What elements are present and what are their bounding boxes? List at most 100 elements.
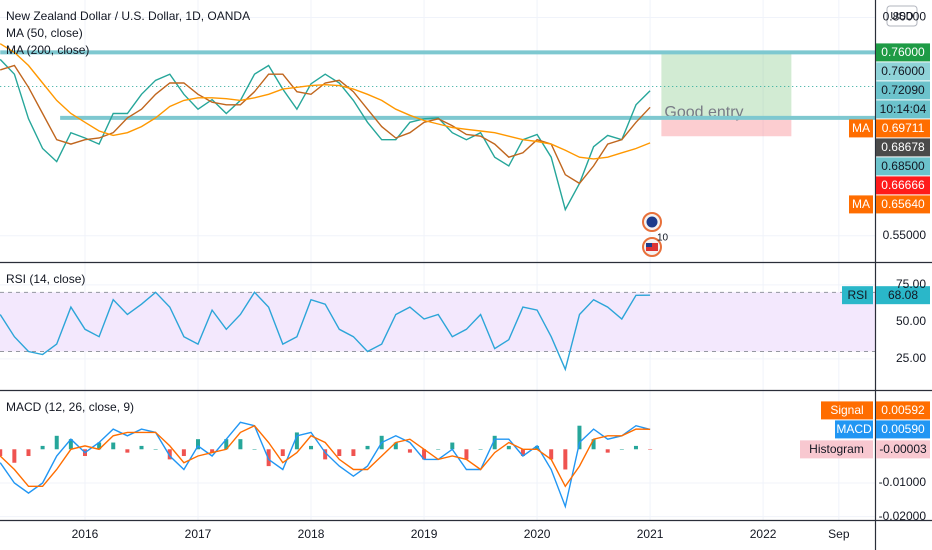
tag-prefix [849,195,873,214]
x-tick-label: 2019 [411,527,438,541]
histogram-bar [54,435,59,450]
price-tag-label: 68.08 [888,288,918,302]
series-line [0,424,651,488]
tag-prefix-label: MA [852,197,870,211]
legend-entry: MA (50, close) [6,26,83,40]
histogram-bar [196,439,201,450]
price-tag-label: 0.66666 [881,178,925,192]
price-tag-label: 10:14:04 [880,102,927,116]
y-tick-label: 0.80000 [883,10,927,24]
price-tag-label: 0.76000 [881,64,925,78]
event-count: 10 [657,233,669,244]
legend-entry: MA (200, close) [6,43,89,57]
pane [0,291,875,372]
pane-title: RSI (14, close) [6,272,85,286]
y-tick-label: 0.55000 [883,228,927,242]
histogram-bar [535,445,540,450]
pane [0,421,653,509]
histogram-bar [563,449,568,470]
x-tick-label: 2016 [72,527,99,541]
x-tick-label: 2021 [637,527,664,541]
price-tag [876,286,930,305]
tag-prefix [800,440,873,459]
histogram-bar [97,442,102,450]
y-tick-label: 50.00 [896,314,926,328]
histogram-bar [492,435,497,450]
tag-prefix [835,420,873,439]
currency-label: USD [890,10,913,22]
histogram-bar [323,449,328,460]
histogram-bar [633,445,638,450]
histogram-bar [577,425,582,450]
tag-prefix-label: Histogram [809,442,864,456]
currency-button[interactable] [886,5,918,27]
chart-title: New Zealand Dollar / U.S. Dollar, 1D, OA… [6,9,250,23]
histogram-bar [422,449,427,460]
price-tag-label: 0.69711 [882,121,925,135]
y-tick-label: -0.02000 [879,509,927,523]
histogram-bar [450,442,455,450]
histogram-bar [506,445,511,450]
x-tick-label: Sep [828,527,850,541]
histogram-bar [167,449,172,460]
target-zone [661,52,792,118]
histogram-bar [125,449,130,453]
histogram-bar [648,449,653,450]
price-tag [876,138,930,157]
x-tick-label: 2020 [524,527,551,541]
series-line [0,43,651,160]
histogram-bar [0,449,3,457]
x-tick-label: 2022 [750,527,777,541]
histogram-bar [181,449,186,457]
pane-title: MACD (12, 26, close, 9) [6,400,134,414]
histogram-bar [68,439,73,450]
stop-zone [661,117,792,137]
tag-prefix-label: MACD [836,422,872,436]
y-tick-label: 75.00 [896,277,926,291]
pane: Good entry [0,43,875,212]
rsi-band [0,292,875,352]
price-tag-label: 0.76000 [881,45,925,59]
histogram-bar [520,449,525,457]
series-line [0,291,651,372]
histogram-bar [224,439,229,450]
price-tag [876,81,930,100]
price-tag [876,43,930,62]
y-tick-label: 25.00 [896,351,926,365]
x-tick-label: 2018 [298,527,325,541]
histogram-bar [436,449,441,450]
histogram-bar [407,449,412,453]
price-tag [876,401,930,420]
price-tag [876,195,930,214]
tag-prefix-label: Signal [830,403,863,417]
price-tag-label: 0.72090 [881,83,925,97]
tag-prefix [849,119,873,138]
histogram-bar [478,449,483,450]
price-tag [876,157,930,176]
price-tag-label: -0.00003 [879,442,927,456]
flag-icon [646,243,652,247]
histogram-bar [605,449,610,453]
histogram-bar [111,442,116,450]
flag-icon [646,216,658,228]
histogram-bar [40,445,45,450]
price-tag-label: 0.68500 [881,159,925,173]
tag-prefix-label: MA [852,121,870,135]
price-tag [876,176,930,195]
histogram-bar [549,449,554,460]
histogram-bar [351,449,356,457]
price-tags: 0.76000 0.76000 0.72090 10:14:04 0.69711 MA 0.… [800,43,930,459]
histogram-bar [266,449,271,467]
price-tag-label: 0.00590 [881,422,925,436]
histogram-bar [365,445,370,450]
tag-prefix [821,401,873,420]
histogram-bar [238,439,243,450]
histogram-bar [153,449,158,450]
histogram-bar [139,445,144,450]
price-tag [876,420,930,439]
event-flags: 10 [642,212,669,257]
histogram-bar [280,449,285,457]
price-tag-label: 0.65640 [881,197,925,211]
histogram-bar [26,449,31,457]
